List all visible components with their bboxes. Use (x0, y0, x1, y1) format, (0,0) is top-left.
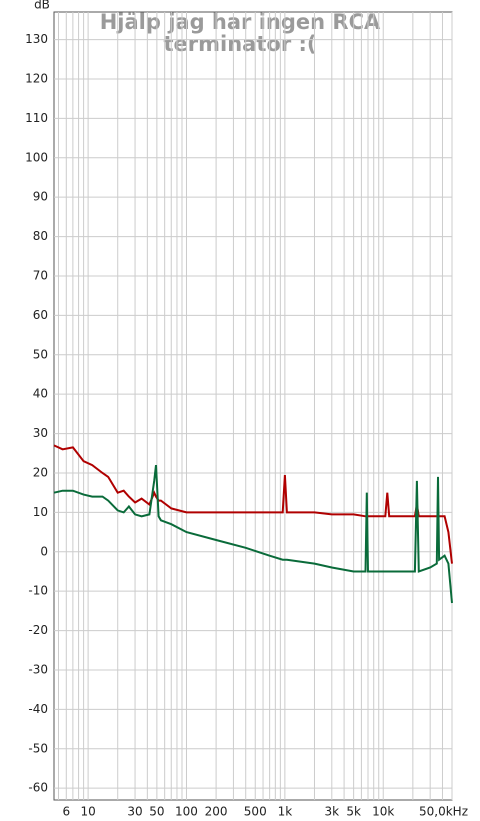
y-tick-label: 90 (33, 190, 48, 204)
series-line (53, 464, 453, 604)
y-tick-label: -20 (28, 623, 48, 637)
y-tick-label: -40 (28, 702, 48, 716)
x-tick-label: 10k (372, 805, 394, 819)
plot-frame (53, 11, 453, 801)
y-tick-label: -10 (28, 584, 48, 598)
y-tick-label: 20 (33, 465, 48, 479)
y-tick-label: -30 (28, 662, 48, 676)
y-tick-label: 0 (40, 544, 48, 558)
y-tick-label: 70 (33, 268, 48, 282)
y-tick-label: 40 (33, 387, 48, 401)
y-tick-label: 120 (25, 71, 48, 85)
x-tick-label: 50 (149, 805, 164, 819)
x-tick-label: 3k (325, 805, 340, 819)
x-tick-label: 30 (127, 805, 142, 819)
x-tick-label: 100 (175, 805, 198, 819)
y-tick-label: 50 (33, 347, 48, 361)
y-axis-label: dB (34, 0, 50, 12)
x-tick-label: 500 (244, 805, 267, 819)
y-tick-label: -50 (28, 741, 48, 755)
chart-title: Hjälp jag har ingen RCA (100, 10, 381, 34)
y-tick-label: 130 (25, 32, 48, 46)
y-tick-label: 80 (33, 229, 48, 243)
y-tick-label: 110 (25, 111, 48, 125)
y-tick-label: -60 (28, 781, 48, 795)
y-tick-label: 30 (33, 426, 48, 440)
x-tick-label: 50,0kHz (419, 805, 468, 819)
x-tick-label: 10 (80, 805, 95, 819)
chart-title: terminator :( (164, 32, 317, 56)
x-tick-label: 1k (278, 805, 293, 819)
y-tick-label: 100 (25, 150, 48, 164)
x-tick-label: 5k (346, 805, 361, 819)
y-tick-label: 10 (33, 505, 48, 519)
x-tick-label: 6 (62, 805, 70, 819)
x-tick-label: 200 (205, 805, 228, 819)
y-tick-label: 60 (33, 308, 48, 322)
